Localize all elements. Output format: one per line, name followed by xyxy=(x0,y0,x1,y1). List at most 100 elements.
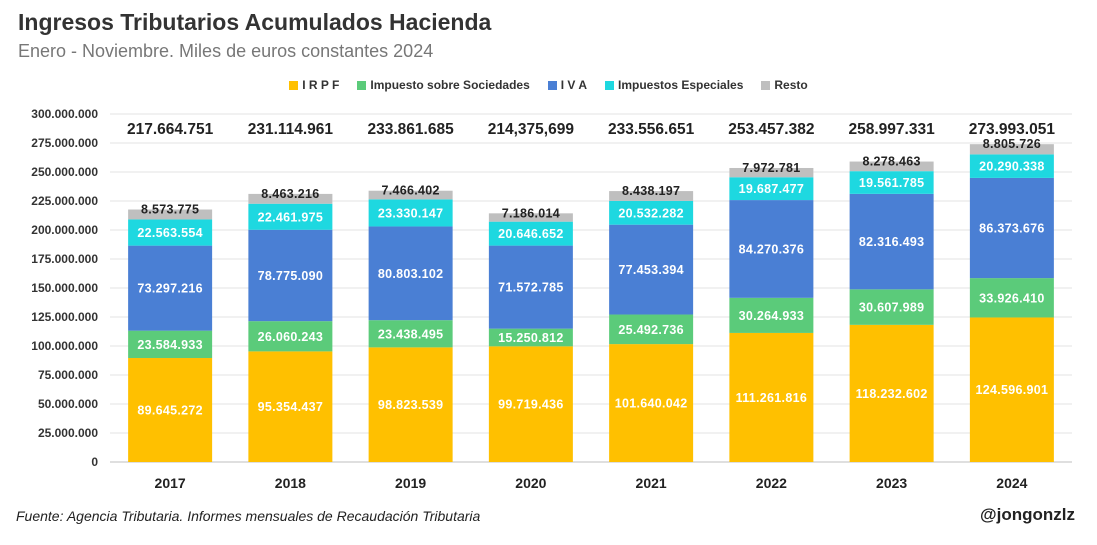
legend-label: Resto xyxy=(774,78,808,92)
bar-segment-i-r-p-f xyxy=(248,351,333,462)
source-note: Fuente: Agencia Tributaria. Informes men… xyxy=(16,508,481,524)
bar-segment-impuestos-especiales xyxy=(488,221,573,246)
data-label: 15.250.812 xyxy=(498,331,564,345)
bar-segment-i-r-p-f xyxy=(488,346,573,462)
data-label: 7.972.781 xyxy=(742,161,800,175)
bar-segment-impuesto-sobre-sociedades xyxy=(969,278,1054,318)
legend-swatch xyxy=(289,80,299,90)
legend-label: I R P F xyxy=(302,78,340,92)
bar-segment-i-r-p-f xyxy=(969,317,1054,462)
data-label: 77.453.394 xyxy=(618,263,684,277)
data-label: 20.646.652 xyxy=(498,227,564,241)
bar-segment-i-r-p-f xyxy=(849,324,934,462)
total-label: 217.664.751 xyxy=(127,121,214,138)
data-label: 118.232.602 xyxy=(856,387,928,401)
chart-subtitle: Enero - Noviembre. Miles de euros consta… xyxy=(18,41,434,61)
total-label: 258.997.331 xyxy=(849,121,936,138)
bar-segment-i-v-a xyxy=(609,224,694,315)
data-label: 23.438.495 xyxy=(378,327,444,341)
data-label: 23.330.147 xyxy=(378,206,444,220)
x-tick-label: 2022 xyxy=(756,475,787,491)
data-label: 8.278.463 xyxy=(862,155,920,169)
data-label: 111.261.816 xyxy=(736,391,807,405)
bar-segment-i-v-a xyxy=(969,177,1054,279)
data-label: 8.438.197 xyxy=(622,184,680,198)
bar-segment-impuesto-sobre-sociedades xyxy=(128,330,213,359)
data-label: 23.584.933 xyxy=(137,338,203,352)
x-tick-label: 2024 xyxy=(996,475,1027,491)
data-label: 26.060.243 xyxy=(258,330,324,344)
data-label: 25.492.736 xyxy=(618,323,684,337)
data-label: 20.290.338 xyxy=(979,160,1045,174)
bar-segment-impuestos-especiales xyxy=(248,203,333,230)
x-tick-label: 2021 xyxy=(636,475,667,491)
legend-swatch xyxy=(761,80,771,90)
bar-segment-i-v-a xyxy=(729,200,814,298)
legend-item: I R P F xyxy=(289,78,339,92)
data-label: 73.297.216 xyxy=(137,282,203,296)
data-label: 8.805.726 xyxy=(983,137,1041,151)
bar-segment-impuestos-especiales xyxy=(969,154,1054,178)
total-label: 273.993.051 xyxy=(969,121,1056,138)
legend-item: Impuesto sobre Sociedades xyxy=(357,78,530,92)
x-tick-label: 2019 xyxy=(395,475,426,491)
data-label: 80.803.102 xyxy=(378,267,444,281)
bar-segment-i-r-p-f xyxy=(368,347,453,462)
legend-label: I V A xyxy=(560,78,587,92)
data-label: 7.186.014 xyxy=(502,206,560,220)
y-tick-label: 275.000.000 xyxy=(31,136,98,150)
total-label: 253.457.382 xyxy=(728,121,814,138)
legend-label: Impuestos Especiales xyxy=(618,78,744,92)
bar-segment-i-v-a xyxy=(368,226,453,321)
bar-segment-i-v-a xyxy=(488,245,573,329)
data-label: 124.596.901 xyxy=(975,383,1048,397)
bar-segment-i-r-p-f xyxy=(729,332,814,462)
data-label: 78.775.090 xyxy=(258,269,324,283)
legend-item: Impuestos Especiales xyxy=(605,78,743,92)
total-label: 214,375,699 xyxy=(488,121,575,138)
data-label: 95.354.437 xyxy=(258,400,324,414)
legend-item: Resto xyxy=(761,78,808,92)
total-label: 233.556.651 xyxy=(608,121,695,138)
legend-swatch xyxy=(357,80,367,90)
bar-segment-resto xyxy=(609,191,694,201)
data-label: 33.926.410 xyxy=(979,291,1045,305)
y-tick-label: 100.000.000 xyxy=(31,339,98,353)
bar-segment-impuestos-especiales xyxy=(128,219,213,246)
x-tick-label: 2018 xyxy=(275,475,306,491)
bar-segment-resto xyxy=(729,167,814,178)
bar-segment-impuesto-sobre-sociedades xyxy=(729,297,814,333)
legend-swatch xyxy=(547,80,557,90)
y-tick-label: 225.000.000 xyxy=(31,194,98,208)
data-label: 30.607.989 xyxy=(859,301,925,315)
data-label: 84.270.376 xyxy=(739,242,805,256)
chart-title: Ingresos Tributarios Acumulados Hacienda xyxy=(18,9,492,35)
data-label: 30.264.933 xyxy=(739,309,805,323)
y-tick-label: 0 xyxy=(91,455,98,469)
data-label: 20.532.282 xyxy=(618,206,684,220)
stacked-bar-chart: 0 25.000.000 50.000.000 75.000.000 100.000.0… xyxy=(31,107,1072,491)
data-label: 7.466.402 xyxy=(381,184,439,198)
bar-segment-resto xyxy=(128,209,213,220)
bar-segment-i-v-a xyxy=(849,193,934,290)
total-label: 233.861.685 xyxy=(368,121,455,138)
bar-segment-i-r-p-f xyxy=(609,344,694,462)
data-label: 89.645.272 xyxy=(137,404,203,418)
y-tick-label: 25.000.000 xyxy=(38,426,98,440)
data-label: 19.561.785 xyxy=(859,176,925,190)
data-label: 22.461.975 xyxy=(258,210,324,224)
x-tick-label: 2017 xyxy=(155,475,186,491)
chart-legend: I R P F Impuesto sobre Sociedades I V A Imp… xyxy=(0,78,1097,92)
bar-segment-impuestos-especiales xyxy=(609,200,694,225)
legend-label: Impuesto sobre Sociedades xyxy=(370,78,530,92)
x-tick-label: 2020 xyxy=(515,475,546,491)
bar-segment-i-r-p-f xyxy=(128,358,213,462)
bar-segment-impuestos-especiales xyxy=(849,171,934,194)
data-label: 99.719.436 xyxy=(498,398,564,412)
legend-swatch xyxy=(605,80,614,90)
y-tick-label: 150.000.000 xyxy=(31,281,98,295)
bar-segment-impuestos-especiales xyxy=(729,177,814,201)
bar-segment-impuesto-sobre-sociedades xyxy=(248,321,333,352)
bar-segment-impuestos-especiales xyxy=(368,199,453,227)
bar-segment-resto xyxy=(488,213,573,222)
